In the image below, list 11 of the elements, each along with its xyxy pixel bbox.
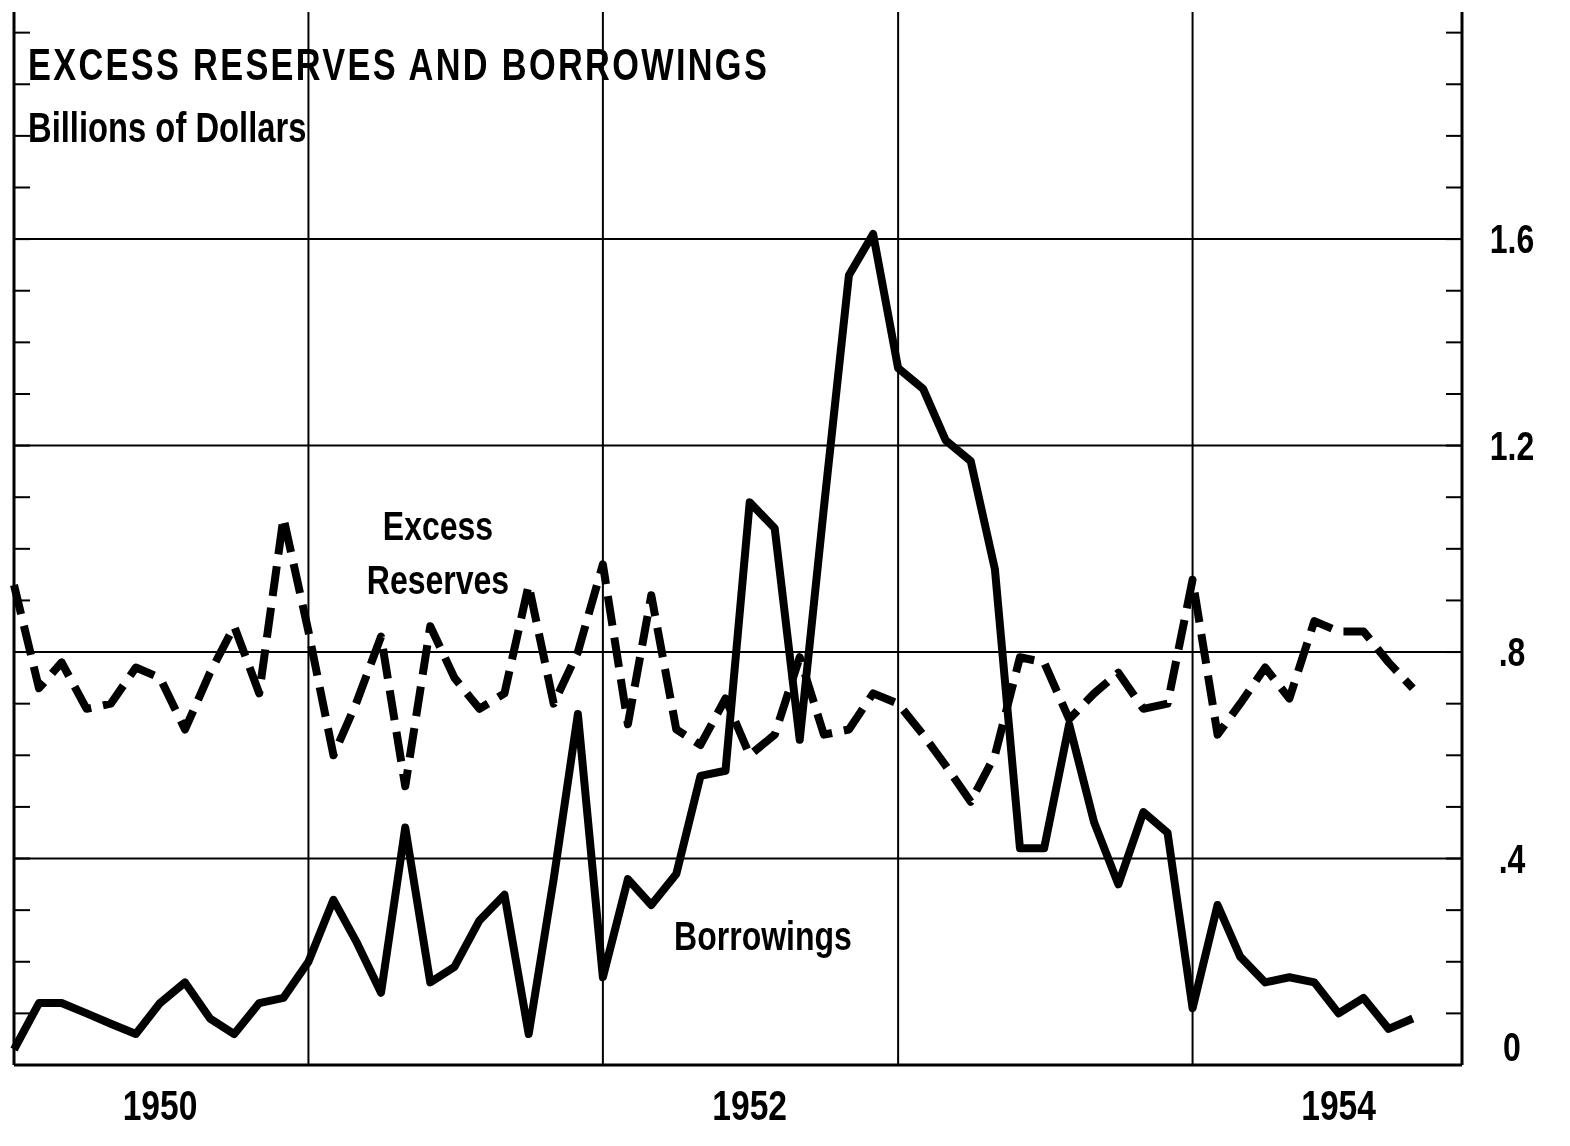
x-tick-label: 1954 <box>1301 1082 1376 1129</box>
series-label: Borrowings <box>674 913 852 959</box>
x-tick-label: 1952 <box>712 1082 788 1129</box>
y-tick-label: 0 <box>1503 1024 1521 1070</box>
y-tick-label: .8 <box>1498 629 1526 675</box>
series-label: Excess Reserves <box>366 503 510 603</box>
y-tick-label: .4 <box>1498 836 1526 882</box>
text: Billions of Dollars <box>28 104 307 151</box>
y-tick-label: 1.6 <box>1489 216 1535 262</box>
x-tick-label: 1950 <box>122 1082 198 1129</box>
y-tick-label: 1.2 <box>1489 423 1535 469</box>
